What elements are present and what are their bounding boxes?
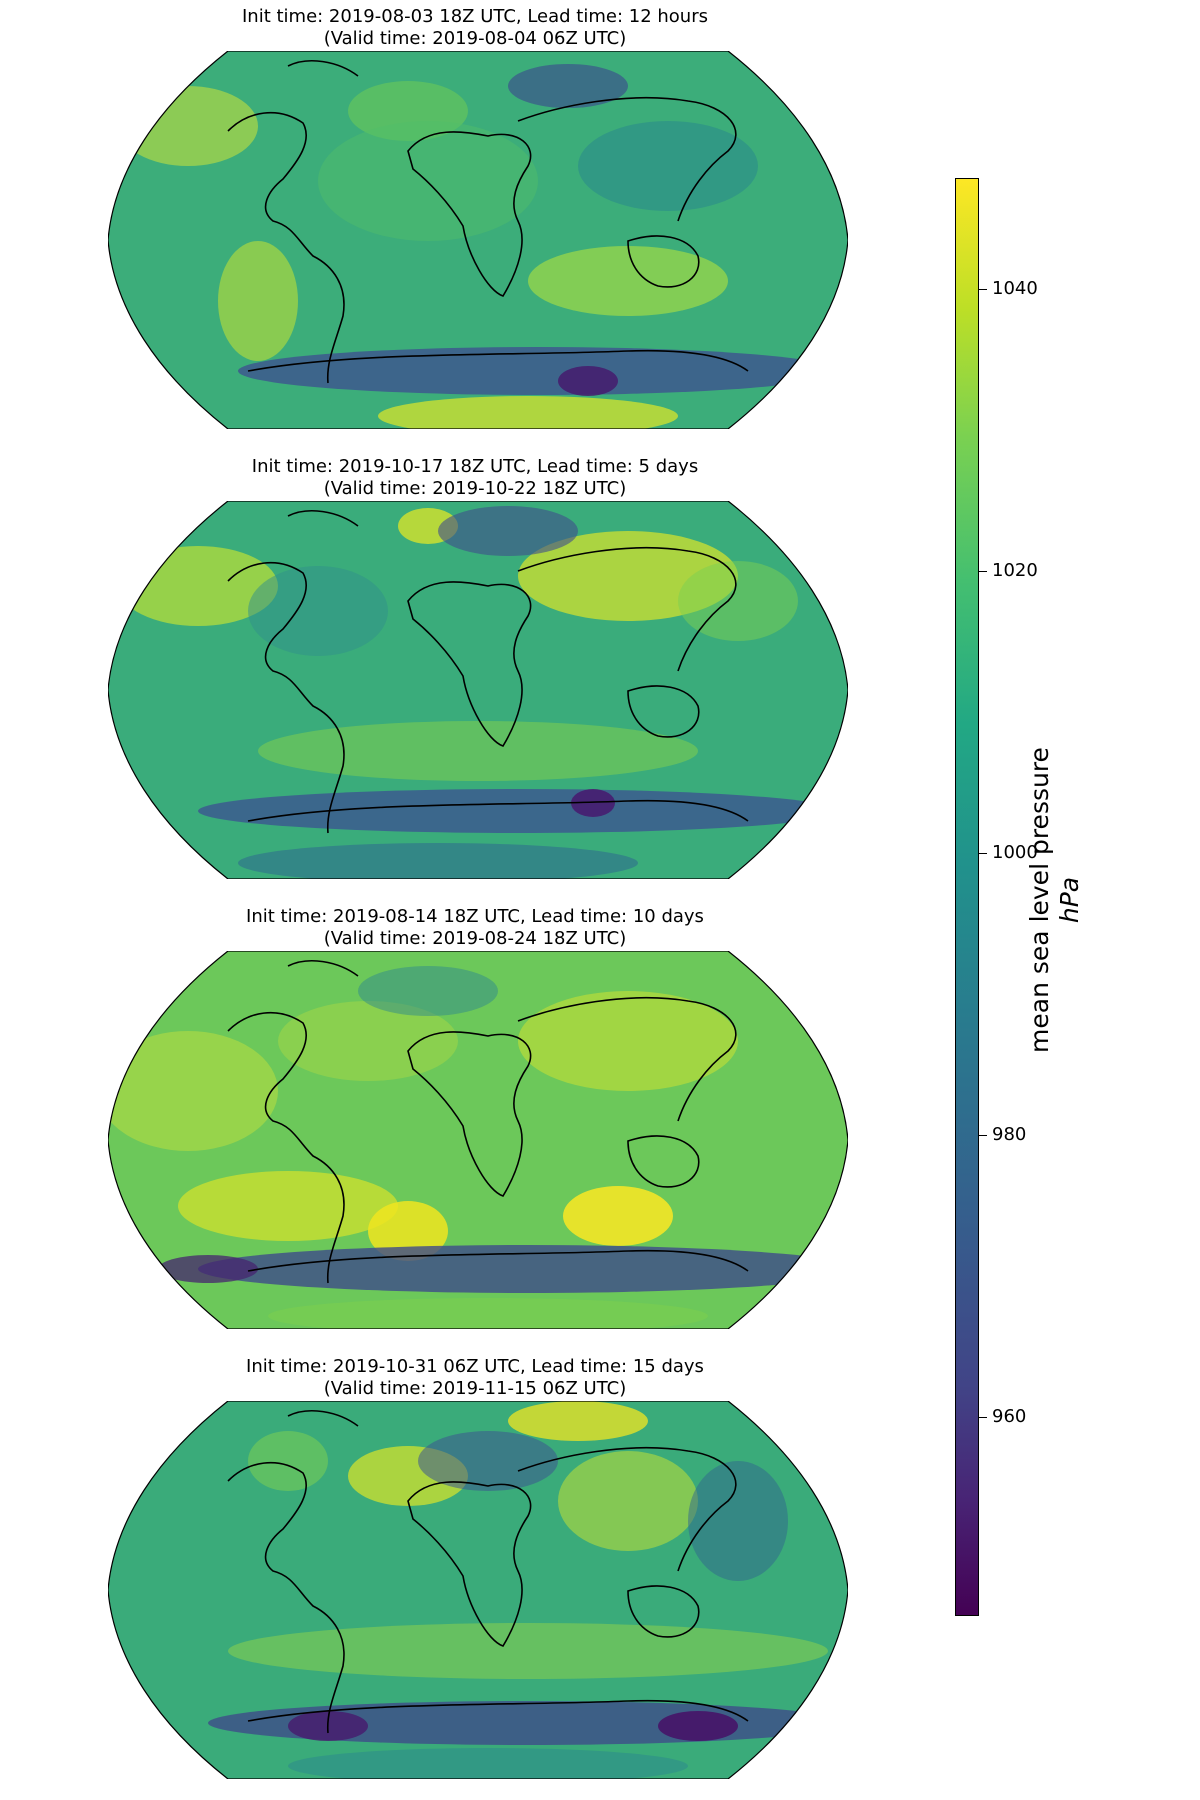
colorbar-tick-1020 (979, 571, 987, 572)
panel-4-title: Init time: 2019-10-31 06Z UTC, Lead time… (0, 1356, 950, 1400)
colorbar-tick-label-1000: 1000 (992, 842, 1038, 863)
panel-1-title: Init time: 2019-08-03 18Z UTC, Lead time… (0, 6, 950, 50)
panel-4-title-line1: Init time: 2019-10-31 06Z UTC, Lead time… (246, 1356, 704, 1377)
colorbar-tick-960 (979, 1417, 987, 1418)
panel-1-title-line1: Init time: 2019-08-03 18Z UTC, Lead time… (241, 6, 708, 27)
panel-3-title: Init time: 2019-08-14 18Z UTC, Lead time… (0, 906, 950, 950)
colorbar (955, 178, 979, 1616)
panel-2-map (108, 501, 848, 879)
colorbar-tick-1040 (979, 289, 987, 290)
colorbar-tick-1000 (979, 853, 987, 854)
panel-2-title: Init time: 2019-10-17 18Z UTC, Lead time… (0, 456, 950, 500)
colorbar-unit: hPa (1055, 876, 1084, 924)
panel-2-title-line1: Init time: 2019-10-17 18Z UTC, Lead time… (251, 456, 699, 477)
colorbar-label: mean sea level pressure hPa (1025, 700, 1085, 1100)
colorbar-tick-label-1020: 1020 (992, 560, 1038, 581)
colorbar-tick-label-960: 960 (992, 1406, 1027, 1427)
colorbar-tick-980 (979, 1135, 987, 1136)
panel-3-map (108, 951, 848, 1329)
panel-1-map (108, 51, 848, 429)
colorbar-tick-label-980: 980 (992, 1124, 1027, 1145)
panel-4-map (108, 1401, 848, 1779)
panel-3-title-line2: (Valid time: 2019-08-24 18Z UTC) (323, 928, 627, 949)
colorbar-tick-label-1040: 1040 (992, 278, 1038, 299)
panel-4-title-line2: (Valid time: 2019-11-15 06Z UTC) (323, 1378, 627, 1399)
colorbar-label-text: mean sea level pressure (1025, 747, 1054, 1053)
panel-3-title-line1: Init time: 2019-08-14 18Z UTC, Lead time… (246, 906, 704, 927)
panel-1-title-line2: (Valid time: 2019-08-04 06Z UTC) (323, 28, 627, 49)
panel-2-title-line2: (Valid time: 2019-10-22 18Z UTC) (323, 478, 627, 499)
